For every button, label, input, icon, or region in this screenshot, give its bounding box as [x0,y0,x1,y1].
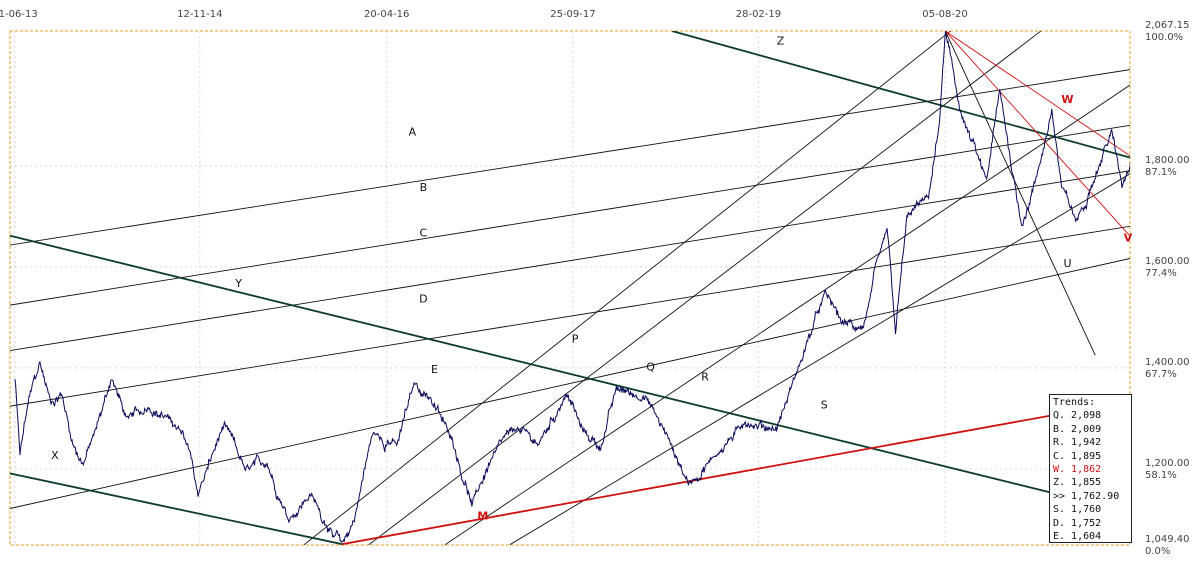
y-percent-label: 100.0% [1145,32,1183,43]
trend-line-c [10,170,1130,352]
trend-line-w [945,31,1130,157]
x-tick-label: 12-11-14 [177,9,222,20]
trend-label-b: B [420,181,428,194]
y-price-label: 1,400.00 [1145,357,1190,368]
y-percent-label: 77.4% [1145,268,1177,279]
y-price-label: 1,200.00 [1145,458,1190,469]
legend-entry: W. 1,862 [1053,464,1102,476]
trend-line-r [444,84,1130,545]
grid-layer [10,30,1130,546]
x-tick-label: 25-09-17 [550,9,595,20]
trend-lines [10,31,1130,545]
legend-entry: Z. 1,855 [1053,477,1102,489]
x-tick-label: 28-02-19 [736,9,781,20]
trend-label-c: C [420,227,428,240]
y-price-label: 1,049.40 [1145,534,1190,545]
legend-entry: B. 2,009 [1053,423,1102,435]
trend-label-e: E [431,363,438,376]
trend-line-z [672,31,1130,159]
trend-line-v [945,31,1130,237]
trend-line-u [944,31,1096,356]
trend-label-a: A [409,126,417,139]
trends-legend: Trends: Q. 2,098 B. 2,009 R. 1,942 C. 1,895… [1049,394,1132,543]
y-percent-label: 0.0% [1145,546,1170,557]
x-tick-label: 05-08-20 [922,9,967,20]
trend-label-v: V [1124,232,1133,245]
legend-rows: Q. 2,098 B. 2,009 R. 1,942 C. 1,895 W. 1,862… [1053,409,1128,543]
trend-line-e [10,258,1130,509]
legend-entry: C. 1,895 [1053,450,1102,462]
trend-label-m: M [477,509,488,522]
trend-label-d: D [419,292,427,305]
trend-label-z: Z [777,35,785,48]
x-tick-label: 20-04-16 [364,9,409,20]
trend-line-x [10,472,343,545]
trend-line-b [10,124,1130,306]
y-price-label: 1,800.00 [1145,155,1190,166]
legend-entry: E. 1,604 [1053,531,1102,543]
trend-line-s [509,173,1130,545]
trend-line-p [303,31,951,545]
y-price-label: 2,067.15 [1145,20,1190,31]
x-axis: 11-06-13 12-11-14 20-04-16 25-09-17 28-02-19… [0,9,968,20]
trend-label-x: X [51,449,59,462]
trend-label-p: P [572,333,579,346]
trend-line-q [368,31,1042,545]
trend-label-r: R [701,371,709,384]
plot-border [9,30,1131,546]
trend-line-a [10,69,1130,246]
trend-label-y: Y [234,277,242,290]
trend-label-q: Q [646,360,655,373]
legend-entry: D. 1,752 [1053,517,1102,529]
trend-label-s: S [821,398,828,411]
trend-labels: A B C D E X Y Z P Q R S U M V W [51,35,1133,523]
price-series [14,31,1130,543]
trend-line-m [342,400,1130,545]
y-percent-label: 58.1% [1145,470,1177,481]
legend-entry: S. 1,760 [1053,504,1102,516]
x-tick-label: 11-06-13 [0,9,38,20]
trend-label-u: U [1063,257,1071,270]
trend-label-w: W [1061,93,1073,106]
y-percent-label: 87.1% [1145,167,1177,178]
legend-entry: >> 1,762.90 [1053,490,1120,502]
y-price-label: 1,600.00 [1145,256,1190,267]
y-percent-label: 67.7% [1145,369,1177,380]
trend-line-y [10,234,1130,513]
trend-line-d [10,225,1130,407]
legend-entry: Q. 2,098 [1053,410,1102,422]
price-line [14,31,1130,543]
legend-title: Trends: [1053,397,1096,408]
legend-entry: R. 1,942 [1053,437,1102,449]
